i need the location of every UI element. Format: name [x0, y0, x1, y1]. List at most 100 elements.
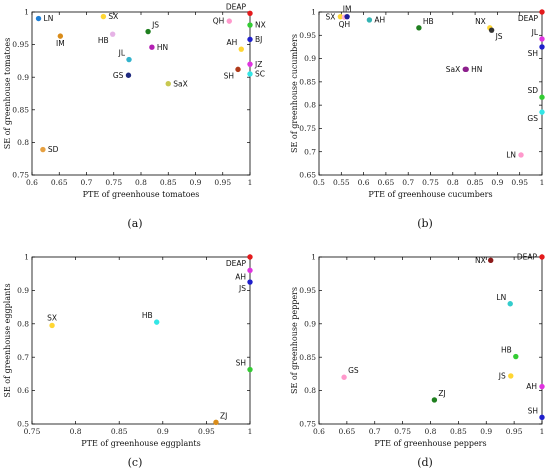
panel-caption: (c) [128, 456, 143, 469]
x-tick-label: 0.95 [214, 178, 231, 187]
scatter-panel-peppers: 0.6 0.65 0.7 0.75 0.8 0.85 0.9 0.95 1 0.75 0.8 0.85… [290, 253, 545, 469]
x-tick-label: 0.75 [24, 427, 41, 436]
point-label: LN [496, 293, 506, 302]
x-tick-label: 0.9 [157, 427, 169, 436]
x-tick-label: 0.85 [467, 178, 484, 187]
y-axis-label: SE of greenhouse cucumbers [290, 34, 299, 153]
data-point-gs [341, 374, 347, 380]
x-tick-label: 0.6 [26, 178, 38, 187]
data-point-im [57, 33, 64, 39]
y-tick-label: 0.8 [304, 386, 316, 395]
point-label: ZJ [220, 411, 227, 420]
data-point-js [247, 279, 253, 285]
x-tick-label: 0.9 [190, 178, 202, 187]
data-point-zj [213, 419, 219, 426]
data-point-jl [126, 56, 132, 63]
x-tick-label: 0.6 [313, 427, 325, 436]
point-label: AH [374, 16, 385, 25]
data-point-ah [366, 17, 373, 23]
data-point-js [508, 373, 514, 379]
x-tick-label: 0.95 [506, 427, 523, 436]
y-tick-label: 1 [311, 8, 316, 17]
point-label: SH [236, 359, 246, 368]
y-tick-label: 0.9 [304, 54, 316, 63]
data-point-hb [513, 353, 519, 360]
y-tick-label: 0.8 [17, 319, 29, 328]
x-tick-label: 0.75 [422, 178, 439, 187]
point-label: IM [343, 5, 352, 14]
point-label: NX [475, 17, 486, 26]
data-point-ah [238, 46, 244, 52]
x-tick-label: 0.5 [313, 178, 325, 187]
data-point-qh [226, 18, 232, 24]
point-label: SD [48, 145, 59, 154]
data-point-deap [539, 9, 545, 15]
x-tick-label: 0.8 [425, 427, 437, 436]
plot-frame [318, 256, 543, 425]
point-label: GS [113, 71, 124, 80]
data-point-nx [488, 257, 494, 264]
x-tick-label: 0.8 [447, 178, 459, 187]
y-tick-label: 0.9 [17, 73, 29, 82]
point-label: ZJ [438, 389, 445, 398]
y-tick-label: 0.85 [299, 353, 316, 362]
data-point-jl [539, 36, 545, 42]
x-axis-label: PTE of greenhouse peppers [374, 439, 486, 448]
y-tick-label: 0.7 [304, 147, 316, 156]
x-tick-label: 1 [540, 178, 545, 187]
y-tick-label: 0.75 [299, 124, 316, 133]
data-point-sd [539, 94, 545, 100]
x-tick-label: 0.85 [450, 427, 467, 436]
point-label: DEAP [518, 14, 539, 23]
data-point-sax [165, 81, 171, 87]
point-label: SC [255, 70, 265, 79]
point-label: AH [235, 272, 246, 281]
data-point-deap [247, 10, 253, 17]
x-tick-label: 0.55 [333, 178, 350, 187]
point-label: JZ [254, 60, 262, 69]
point-label: GS [348, 366, 359, 375]
point-label: QH [213, 17, 225, 26]
data-point-sh [235, 66, 241, 73]
y-tick-label: 0.85 [299, 77, 316, 86]
point-label: IM [56, 39, 65, 48]
x-tick-label: 0.7 [81, 178, 93, 187]
y-axis-label: SE of greenhouse tomatoes [3, 38, 12, 150]
x-tick-label: 0.9 [480, 427, 492, 436]
y-axis-label: SE of greenhouse peppers [290, 287, 299, 394]
panel-caption: (a) [127, 217, 142, 230]
point-label: AH [526, 382, 537, 391]
data-point-gs [125, 72, 132, 78]
point-label: LN [506, 151, 516, 160]
x-tick-label: 0.95 [198, 427, 215, 436]
x-axis-label: PTE of greenhouse tomatoes [83, 190, 200, 199]
point-label: HB [501, 346, 512, 355]
data-point-hb [153, 319, 160, 325]
point-label: HN [471, 65, 482, 74]
x-tick-label: 0.8 [135, 178, 147, 187]
data-point-sh [247, 366, 253, 373]
x-tick-label: 0.65 [378, 178, 395, 187]
point-label: JS [495, 32, 503, 41]
point-label: JS [238, 284, 246, 293]
x-axis-label: PTE of greenhouse eggplants [81, 439, 200, 448]
point-label: SX [108, 12, 118, 21]
data-point-ah [539, 383, 545, 390]
data-point-js [145, 28, 151, 35]
point-label: DEAP [226, 259, 247, 268]
y-tick-label: 0.95 [299, 31, 316, 40]
point-label: HB [98, 36, 109, 45]
data-point-deap [539, 254, 545, 260]
y-tick-label: 0.75 [12, 171, 29, 180]
y-tick-label: 0.85 [12, 105, 29, 114]
x-tick-label: 1 [248, 178, 253, 187]
point-label: HB [142, 311, 153, 320]
y-axis-label: SE of greenhouse eggplants [3, 283, 12, 397]
point-label: SH [528, 406, 538, 415]
point-label: SX [326, 12, 336, 21]
x-axis-label: PTE of greenhouse cucumbers [368, 190, 492, 199]
data-point-sx [49, 322, 55, 329]
y-tick-label: 0.95 [299, 286, 316, 295]
y-tick-label: 1 [24, 8, 29, 17]
x-tick-label: 0.65 [51, 178, 68, 187]
